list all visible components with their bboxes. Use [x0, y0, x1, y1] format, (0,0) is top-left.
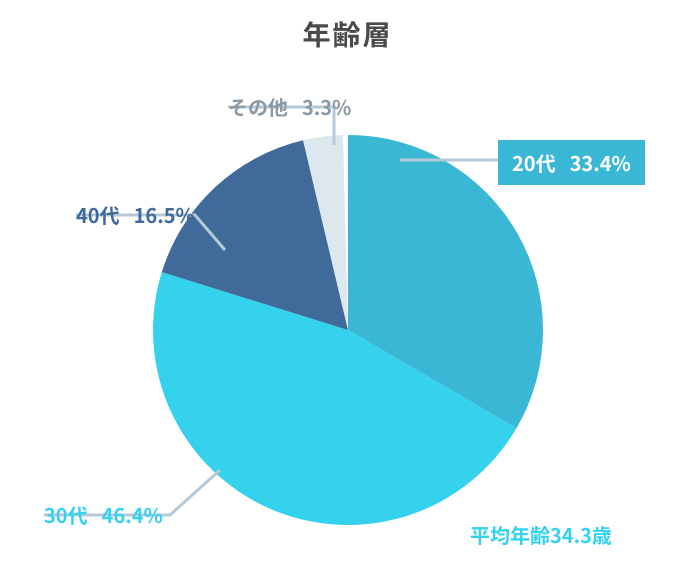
slice-label-40s-cat: 40代	[76, 200, 120, 229]
slice-label-40s: 40代 16.5%	[76, 200, 195, 229]
slice-label-30s: 30代 46.4%	[44, 500, 163, 529]
slice-label-20s-pct: 33.4%	[570, 148, 631, 177]
slice-label-20s: 20代 33.4%	[498, 140, 645, 185]
slice-label-other-cat: その他	[228, 92, 288, 121]
slice-label-30s-pct: 46.4%	[102, 500, 163, 529]
slice-label-other: その他 3.3%	[228, 92, 351, 121]
age-pie-chart: 年齢層 20代 33.4% 30代 46.4% 40代 16.5% その他 3.3% 平…	[0, 0, 695, 574]
pie-svg	[0, 0, 695, 574]
slice-label-40s-pct: 16.5%	[134, 200, 195, 229]
slice-label-30s-cat: 30代	[44, 500, 88, 529]
slice-label-20s-cat: 20代	[512, 148, 556, 177]
chart-footnote: 平均年齢34.3歳	[470, 520, 612, 549]
slice-label-other-pct: 3.3%	[302, 92, 351, 121]
chart-title: 年齢層	[0, 14, 695, 54]
